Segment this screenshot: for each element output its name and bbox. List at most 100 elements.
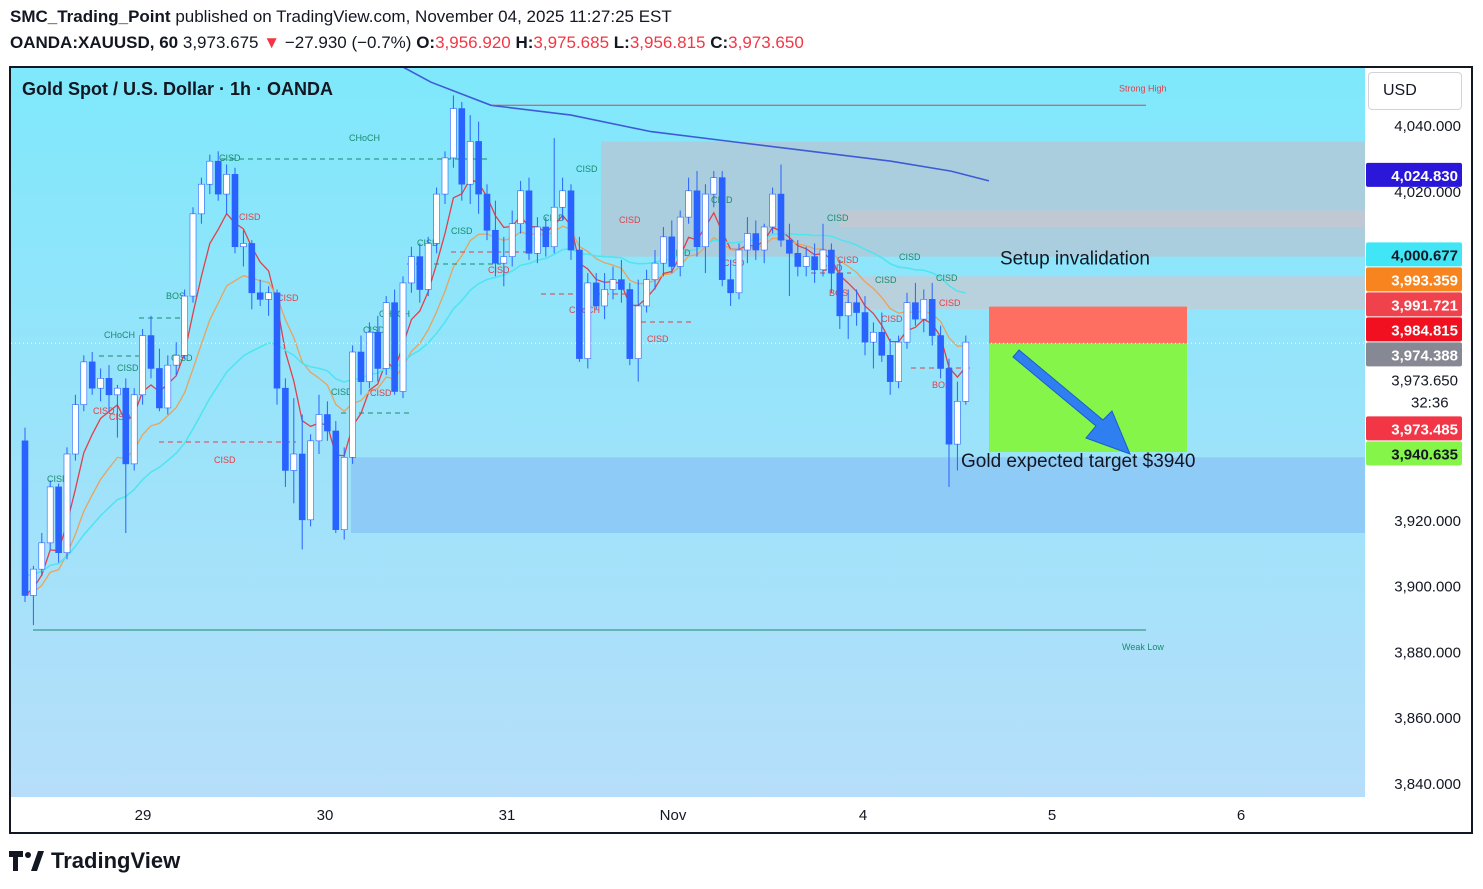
candle[interactable] bbox=[685, 177, 692, 224]
candle[interactable] bbox=[508, 210, 516, 267]
candle[interactable] bbox=[550, 138, 558, 254]
candle[interactable] bbox=[97, 368, 104, 402]
tradingview-logo[interactable]: TradingView bbox=[9, 848, 180, 874]
candle[interactable] bbox=[181, 289, 188, 359]
candle[interactable] bbox=[760, 223, 768, 264]
candle[interactable] bbox=[324, 401, 331, 441]
candle[interactable] bbox=[886, 338, 894, 395]
candle[interactable] bbox=[265, 286, 272, 316]
price-tag[interactable]: 4,024.830 bbox=[1366, 162, 1462, 187]
price-tag[interactable]: 3,991.721 bbox=[1366, 292, 1462, 317]
candle[interactable] bbox=[668, 220, 676, 274]
stop-loss-zone[interactable] bbox=[989, 306, 1187, 344]
candle[interactable] bbox=[38, 532, 46, 576]
candle[interactable] bbox=[475, 121, 482, 214]
candle[interactable] bbox=[298, 414, 306, 550]
candle[interactable] bbox=[30, 565, 37, 626]
candle[interactable] bbox=[458, 101, 466, 201]
candle[interactable] bbox=[609, 266, 617, 300]
candle[interactable] bbox=[55, 483, 62, 563]
candle[interactable] bbox=[744, 217, 751, 264]
price-tag[interactable]: 4,000.677 bbox=[1366, 242, 1462, 267]
candle[interactable] bbox=[391, 289, 398, 395]
candle[interactable] bbox=[374, 315, 382, 382]
candle[interactable] bbox=[231, 167, 239, 254]
candle[interactable] bbox=[80, 355, 88, 412]
candle[interactable] bbox=[878, 312, 886, 362]
candle[interactable] bbox=[441, 151, 449, 204]
candle[interactable] bbox=[525, 177, 533, 260]
price-tag[interactable]: 3,940.635 bbox=[1366, 441, 1462, 466]
candle[interactable] bbox=[130, 388, 138, 471]
candle[interactable] bbox=[634, 279, 642, 382]
candle[interactable] bbox=[954, 381, 961, 471]
candle[interactable] bbox=[895, 335, 902, 389]
candle[interactable] bbox=[710, 171, 718, 208]
candle[interactable] bbox=[240, 230, 247, 267]
time-axis[interactable] bbox=[11, 797, 1365, 832]
candle[interactable] bbox=[282, 378, 289, 487]
candle[interactable] bbox=[72, 394, 79, 461]
candle[interactable] bbox=[811, 243, 818, 283]
candle[interactable] bbox=[702, 184, 709, 274]
candle[interactable] bbox=[836, 259, 844, 329]
price-tag[interactable]: 3,973.485 bbox=[1366, 416, 1462, 441]
candle[interactable] bbox=[416, 243, 424, 303]
candle[interactable] bbox=[861, 296, 869, 356]
candle[interactable] bbox=[928, 282, 936, 346]
candle[interactable] bbox=[424, 236, 432, 297]
candle[interactable] bbox=[382, 296, 390, 376]
candle[interactable] bbox=[735, 243, 743, 300]
candle[interactable] bbox=[273, 289, 281, 405]
candle[interactable] bbox=[584, 273, 592, 369]
candle[interactable] bbox=[21, 427, 29, 603]
candle[interactable] bbox=[450, 95, 457, 168]
candle[interactable] bbox=[794, 240, 802, 277]
candle[interactable] bbox=[198, 177, 205, 224]
candle[interactable] bbox=[156, 348, 163, 412]
candle[interactable] bbox=[332, 421, 340, 533]
candle[interactable] bbox=[63, 447, 71, 560]
candle[interactable] bbox=[542, 217, 550, 257]
candle[interactable] bbox=[592, 273, 600, 310]
candle[interactable] bbox=[912, 282, 919, 326]
candle[interactable] bbox=[349, 345, 356, 464]
candle[interactable] bbox=[189, 207, 197, 303]
candle[interactable] bbox=[399, 276, 407, 399]
candle[interactable] bbox=[483, 184, 491, 241]
candle[interactable] bbox=[534, 217, 541, 264]
candle[interactable] bbox=[903, 292, 911, 349]
candle[interactable] bbox=[626, 282, 634, 366]
author-name[interactable]: SMC_Trading_Point bbox=[10, 7, 171, 26]
candle[interactable] bbox=[945, 358, 953, 487]
candle[interactable] bbox=[601, 273, 608, 320]
candle[interactable] bbox=[870, 322, 877, 369]
candle[interactable] bbox=[139, 328, 146, 405]
price-tag[interactable]: 3,973.650 32:36 bbox=[1366, 367, 1462, 416]
candle[interactable] bbox=[676, 210, 684, 277]
candle[interactable] bbox=[122, 378, 130, 533]
candle[interactable] bbox=[517, 180, 524, 234]
candle[interactable] bbox=[819, 223, 827, 277]
candle[interactable] bbox=[651, 250, 659, 290]
candle[interactable] bbox=[718, 171, 726, 287]
candle[interactable] bbox=[223, 164, 230, 214]
candle[interactable] bbox=[147, 315, 155, 379]
candle[interactable] bbox=[660, 226, 667, 277]
candle[interactable] bbox=[408, 246, 415, 293]
candle[interactable] bbox=[290, 398, 298, 504]
candle[interactable] bbox=[315, 394, 323, 454]
candle[interactable] bbox=[172, 342, 180, 376]
candle[interactable] bbox=[88, 352, 96, 395]
candle[interactable] bbox=[618, 259, 625, 303]
candle[interactable] bbox=[105, 365, 113, 412]
candle[interactable] bbox=[567, 184, 575, 260]
price-tag[interactable]: 3,974.388 bbox=[1366, 342, 1462, 367]
candle[interactable] bbox=[828, 243, 835, 293]
candle[interactable] bbox=[920, 289, 928, 333]
candle[interactable] bbox=[559, 177, 566, 221]
price-tag[interactable]: 3,984.815 bbox=[1366, 317, 1462, 342]
candle[interactable] bbox=[214, 151, 222, 201]
candle[interactable] bbox=[937, 325, 944, 379]
candle[interactable] bbox=[693, 171, 701, 257]
